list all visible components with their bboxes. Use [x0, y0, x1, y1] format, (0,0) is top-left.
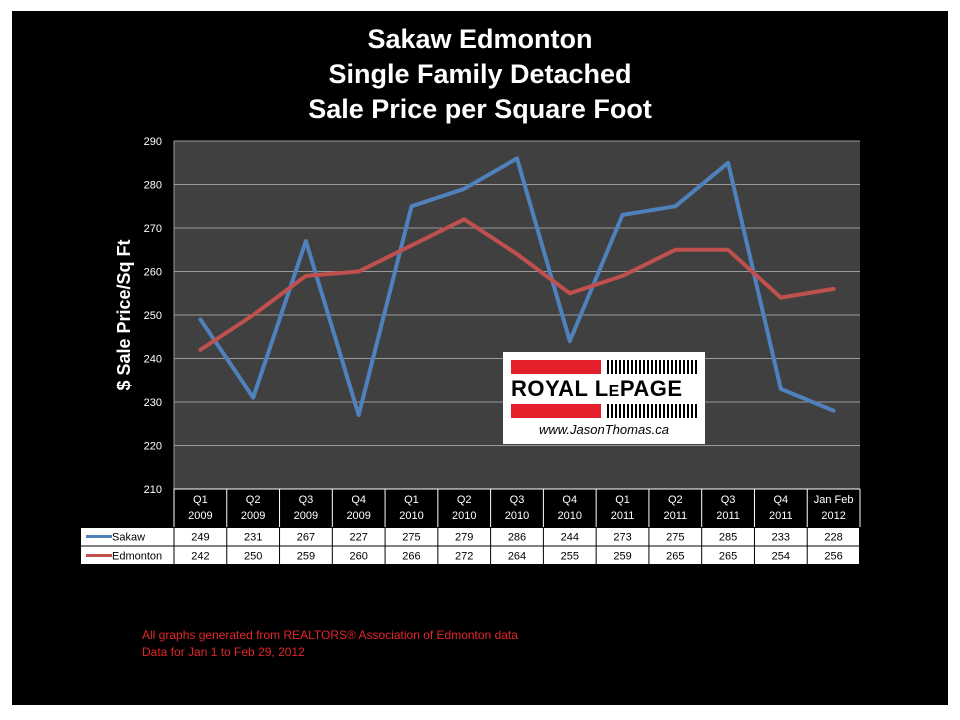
y-tick-label: 280	[144, 180, 162, 192]
x-tick-label: Q4	[351, 494, 366, 506]
x-tick-year-label: 2010	[452, 510, 476, 522]
data-value-label: 275	[666, 532, 684, 544]
data-value-label: 250	[244, 551, 262, 563]
logo-url: www.JasonThomas.ca	[538, 422, 670, 437]
data-value-label: 244	[561, 532, 579, 544]
x-tick-year-label: 2009	[346, 510, 370, 522]
x-tick-label: Q4	[774, 494, 789, 506]
x-tick-label: Q2	[457, 494, 472, 506]
data-value-label: 259	[297, 551, 315, 563]
data-value-label: 267	[297, 532, 315, 544]
data-value-label: 273	[613, 532, 631, 544]
x-tick-year-label: 2010	[558, 510, 582, 522]
x-tick-label: Q2	[668, 494, 683, 506]
legend-label-sakaw: Sakaw	[112, 532, 145, 544]
logo-stripes-top	[607, 360, 697, 374]
x-tick-label: Q3	[510, 494, 525, 506]
data-value-label: 231	[244, 532, 262, 544]
data-value-label: 255	[561, 551, 579, 563]
data-value-label: 279	[455, 532, 473, 544]
data-value-label: 259	[613, 551, 631, 563]
x-tick-year-label: 2011	[663, 510, 687, 522]
chart-title-line-1: Sakaw Edmonton	[367, 24, 593, 54]
x-tick-label: Jan Feb	[814, 494, 854, 506]
footnote-date-range: Data for Jan 1 to Feb 29, 2012	[142, 645, 305, 659]
x-tick-year-label: 2009	[294, 510, 318, 522]
y-axis-ticks: 210 220 230 240 250 260 270 280 290	[144, 136, 162, 496]
table-border	[80, 527, 860, 565]
data-value-label: 264	[508, 551, 526, 563]
data-value-label: 249	[191, 532, 209, 544]
data-value-label: 227	[350, 532, 368, 544]
data-value-label: 265	[666, 551, 684, 563]
x-tick-label: Q4	[562, 494, 577, 506]
logo-red-bar-bottom	[511, 404, 601, 418]
x-tick-year-label: 2009	[241, 510, 265, 522]
data-value-label: 254	[772, 551, 790, 563]
x-tick-year-label: 2012	[821, 510, 845, 522]
data-value-label: 275	[402, 532, 420, 544]
data-value-label: 233	[772, 532, 790, 544]
y-tick-label: 240	[144, 354, 162, 366]
chart-title-line-2: Single Family Detached	[328, 59, 632, 89]
data-value-label: 286	[508, 532, 526, 544]
data-value-label: 256	[824, 551, 842, 563]
x-tick-year-label: 2011	[716, 510, 740, 522]
logo-stripes-bottom	[607, 404, 697, 418]
chart-title: Sakaw Edmonton Single Family Detached Sa…	[12, 22, 948, 127]
x-tick-year-label: 2010	[399, 510, 423, 522]
y-tick-label: 270	[144, 223, 162, 235]
royal-lepage-logo: ROYAL LEPAGE www.JasonThomas.ca	[503, 352, 705, 444]
y-tick-label: 220	[144, 441, 162, 453]
x-tick-label: Q3	[299, 494, 314, 506]
x-tick-year-label: 2009	[188, 510, 212, 522]
x-tick-label: Q1	[193, 494, 208, 506]
x-tick-label: Q2	[246, 494, 261, 506]
y-axis-label: $ Sale Price/Sq Ft	[114, 239, 134, 390]
data-value-label: 285	[719, 532, 737, 544]
series-line-edmonton	[198, 217, 836, 352]
y-tick-label: 290	[144, 136, 162, 148]
x-tick-label: Q3	[721, 494, 736, 506]
y-tick-label: 230	[144, 397, 162, 409]
data-value-label: 242	[191, 551, 209, 563]
footnotes: All graphs generated from REALTORS® Asso…	[142, 627, 518, 661]
logo-red-bar-top	[511, 360, 601, 374]
series-lines	[198, 156, 836, 418]
data-value-label: 260	[350, 551, 368, 563]
y-tick-label: 250	[144, 310, 162, 322]
footnote-source: All graphs generated from REALTORS® Asso…	[142, 628, 518, 642]
x-tick-year-label: 2011	[769, 510, 793, 522]
data-value-label: 265	[719, 551, 737, 563]
series-line-sakaw	[198, 156, 836, 418]
legend-label-edmonton: Edmonton	[112, 551, 162, 563]
x-tick-label: Q1	[404, 494, 419, 506]
data-value-label: 266	[402, 551, 420, 563]
data-value-label: 228	[824, 532, 842, 544]
y-tick-label: 260	[144, 267, 162, 279]
y-tick-label: 210	[144, 484, 162, 496]
x-tick-label: Q1	[615, 494, 630, 506]
data-value-label: 272	[455, 551, 473, 563]
logo-brand: ROYAL LEPAGE	[511, 376, 683, 401]
data-table: Q1 2009 Q2 2009 Q3 2009 Q4 2009 Q1 2010 Q2 2010 Q3 20…	[80, 488, 861, 565]
x-tick-year-label: 2010	[505, 510, 529, 522]
x-tick-year-label: 2011	[611, 510, 635, 522]
chart-title-line-3: Sale Price per Square Foot	[308, 94, 652, 124]
